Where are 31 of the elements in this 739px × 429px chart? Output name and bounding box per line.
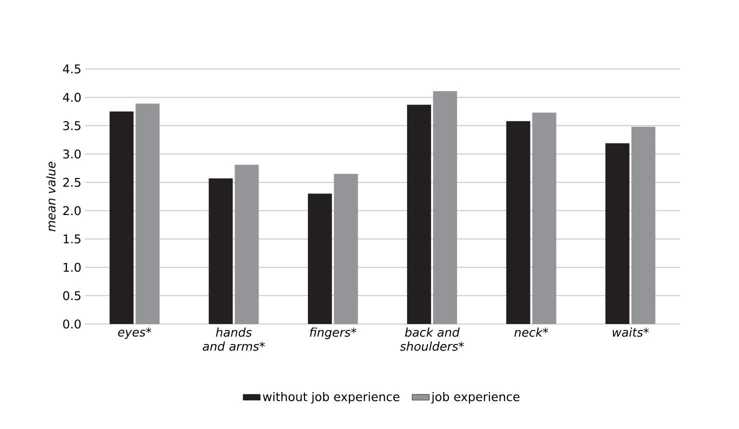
bar [407, 104, 432, 324]
bar [208, 178, 233, 324]
x-tick-label: hands and arms* [202, 328, 265, 351]
bar [110, 112, 134, 324]
y-tick-label: 0.0 [63, 319, 81, 329]
x-tick-label: eyes* [118, 328, 152, 339]
bar [631, 126, 656, 324]
y-tick-label: 4.0 [62, 92, 81, 102]
y-tick-label: 1.0 [64, 262, 81, 272]
x-tick-label: fingers* [310, 328, 356, 340]
y-tick-label: 3.5 [63, 121, 80, 130]
bar [308, 194, 332, 324]
bar [433, 91, 458, 324]
bar [605, 143, 630, 324]
y-tick-label: 3.0 [63, 149, 81, 159]
y-tick-label: 4.5 [62, 64, 80, 74]
bar [334, 174, 358, 324]
legend-label: job experience [431, 392, 520, 404]
legend-label: without job experience [262, 392, 400, 404]
y-tick-label: 2.5 [63, 178, 80, 187]
y-tick-label: 0.5 [63, 291, 80, 300]
x-tick-label: waits* [612, 328, 649, 337]
bar [532, 112, 556, 324]
y-axis-title: mean value [46, 162, 56, 232]
bar [136, 104, 160, 324]
y-tick-label: 2.0 [63, 206, 81, 216]
bar [506, 121, 530, 324]
x-tick-label: back and shoulders* [400, 328, 464, 351]
y-tick-label: 1.5 [64, 234, 80, 244]
x-tick-label: neck* [514, 328, 548, 337]
bar [234, 164, 259, 324]
